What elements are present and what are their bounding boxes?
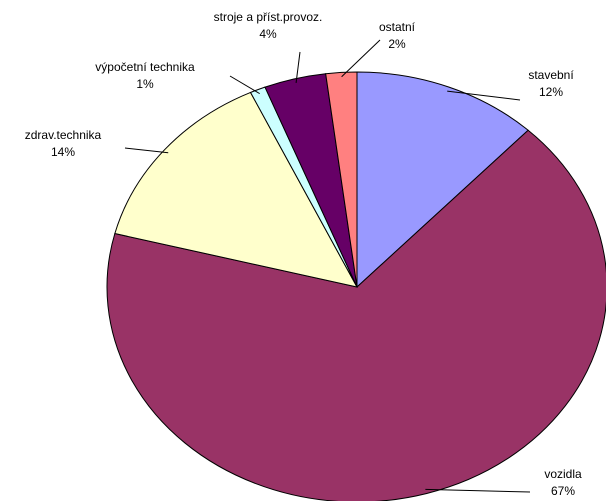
slice-label: výpočetní technika (95, 60, 195, 74)
slice-value: 12% (539, 85, 563, 99)
leader-line (447, 90, 521, 101)
slice-label: stavební (528, 68, 574, 82)
pie-slice (114, 91, 358, 288)
leader-line (425, 488, 531, 493)
pie-slice (356, 71, 529, 289)
slice-label: ostatní (379, 20, 416, 34)
slice-value: 4% (259, 27, 277, 41)
slice-value: 67% (551, 484, 575, 498)
slice-value: 2% (388, 37, 406, 51)
slice-label: vozidla (544, 467, 582, 481)
pie-slice (325, 71, 358, 288)
slice-label: stroje a příst.provoz. (214, 10, 323, 24)
slice-value: 1% (136, 77, 154, 91)
leader-line (124, 147, 169, 154)
pie-slice (106, 129, 606, 501)
leader-line (341, 39, 381, 78)
slice-label: zdrav.technika (25, 128, 102, 142)
leader-line (295, 51, 301, 83)
slice-value: 14% (51, 145, 75, 159)
leader-line (229, 75, 260, 95)
